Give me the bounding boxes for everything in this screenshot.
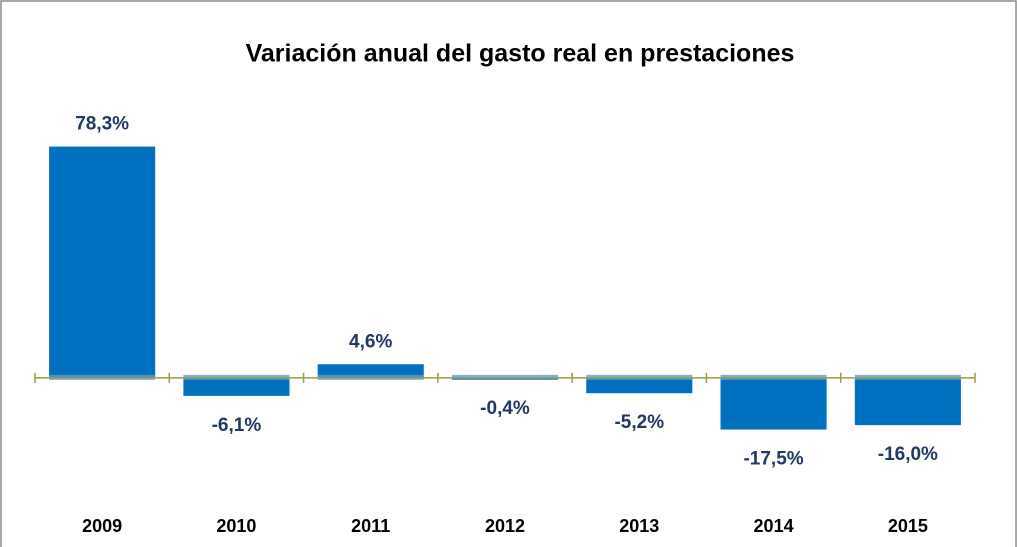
x-tick-label: 2012 xyxy=(485,516,525,536)
value-label: -0,4% xyxy=(480,398,530,419)
value-label: 4,6% xyxy=(349,331,392,352)
value-label: 78,3% xyxy=(75,114,129,135)
x-tick-label: 2009 xyxy=(82,516,122,536)
bar xyxy=(720,377,827,430)
value-label: -17,5% xyxy=(743,449,803,470)
value-label: -5,2% xyxy=(614,412,664,433)
bar xyxy=(854,377,961,426)
value-label: -16,0% xyxy=(878,444,938,465)
value-label: -6,1% xyxy=(212,415,262,436)
x-tick-label: 2014 xyxy=(754,516,794,536)
chart-title: Variación anual del gasto real en presta… xyxy=(246,40,795,68)
bar xyxy=(586,377,693,394)
bar xyxy=(317,364,424,378)
bar xyxy=(183,377,290,396)
x-tick-label: 2010 xyxy=(216,516,256,536)
x-tick-label: 2011 xyxy=(351,516,390,536)
x-tick-label: 2013 xyxy=(619,516,659,536)
bar xyxy=(49,146,156,378)
x-tick-label: 2015 xyxy=(888,516,928,536)
